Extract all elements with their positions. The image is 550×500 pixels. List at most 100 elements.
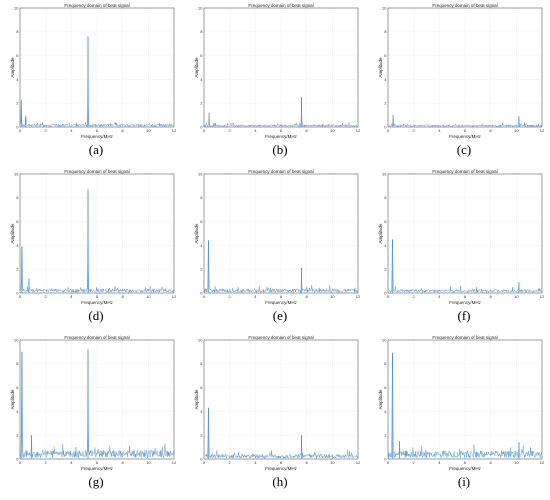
x-tick-label: 12 xyxy=(356,294,361,299)
x-axis-label: Frequency/MHz xyxy=(449,466,482,471)
x-tick-label: 10 xyxy=(146,128,151,133)
y-tick-label: 2 xyxy=(16,101,19,106)
x-tick-label: 10 xyxy=(146,460,151,465)
y-tick-label: 2 xyxy=(16,267,19,272)
y-tick-label: 8 xyxy=(16,29,19,34)
y-tick-label: 10 xyxy=(382,5,387,10)
x-tick-label: 10 xyxy=(330,294,335,299)
spectrum-series-b xyxy=(203,97,359,128)
y-tick-label: 4 xyxy=(16,243,19,248)
plot-frame xyxy=(203,173,359,294)
y-tick-label: 0 xyxy=(384,290,387,295)
x-tick-label: 0 xyxy=(387,128,390,133)
x-tick-label: 4 xyxy=(70,128,73,133)
chart-title-a: Frequency domain of beat signal xyxy=(64,3,129,8)
panel-caption-h: (h) xyxy=(272,474,288,489)
y-tick-label: 4 xyxy=(200,243,203,248)
x-tick-label: 4 xyxy=(254,460,257,465)
x-tick-label: 2 xyxy=(229,128,232,133)
x-tick-label: 10 xyxy=(514,460,519,465)
x-tick-label: 8 xyxy=(122,294,125,299)
x-axis-label: Frequency/MHz xyxy=(449,134,482,139)
chart-svg-c: Frequency domain of beat signal 0 2 4 6 8 10 12… xyxy=(378,3,545,139)
x-tick-label: 2 xyxy=(413,460,416,465)
x-tick-label: 0 xyxy=(387,460,390,465)
y-axis-label: Amplitude xyxy=(194,389,199,410)
y-tick-label: 10 xyxy=(14,171,19,176)
y-tick-label: 4 xyxy=(384,243,387,248)
chart-panel-i: Frequency domain of beat signal 0 2 4 6 8 10 12… xyxy=(378,334,548,500)
x-axis-label: Frequency/MHz xyxy=(449,300,482,305)
x-tick-label: 0 xyxy=(19,294,22,299)
x-tick-label: 6 xyxy=(280,294,283,299)
y-tick-label: 4 xyxy=(384,77,387,82)
x-tick-label: 8 xyxy=(306,294,309,299)
x-tick-label: 6 xyxy=(280,460,283,465)
y-tick-label: 6 xyxy=(384,53,387,58)
y-tick-label: 10 xyxy=(198,171,203,176)
panel-caption-e: (e) xyxy=(272,308,288,323)
x-tick-label: 6 xyxy=(96,294,99,299)
y-tick-label: 6 xyxy=(16,53,19,58)
x-tick-label: 0 xyxy=(203,128,206,133)
x-tick-label: 2 xyxy=(45,460,48,465)
y-tick-label: 8 xyxy=(16,195,19,200)
y-tick-label: 6 xyxy=(384,219,387,224)
plot-frame xyxy=(203,7,359,128)
spectrum-series-f xyxy=(387,239,543,294)
y-tick-label: 0 xyxy=(16,456,19,461)
x-axis-label: Frequency/MHz xyxy=(81,134,114,139)
y-tick-label: 10 xyxy=(198,5,203,10)
x-tick-label: 2 xyxy=(45,128,48,133)
chart-title-c: Frequency domain of beat signal xyxy=(432,3,497,8)
panel-caption-b: (b) xyxy=(272,142,288,157)
y-tick-label: 2 xyxy=(200,267,203,272)
plot-frame xyxy=(19,173,175,294)
x-tick-label: 0 xyxy=(387,294,390,299)
plot-frame xyxy=(19,7,175,128)
x-tick-label: 12 xyxy=(540,460,545,465)
spectrum-series-c xyxy=(387,115,543,128)
y-tick-label: 8 xyxy=(384,29,387,34)
x-tick-label: 10 xyxy=(514,294,519,299)
x-tick-label: 6 xyxy=(280,128,283,133)
chart-svg-b: Frequency domain of beat signal 0 2 4 6 8 10 12… xyxy=(194,3,361,139)
x-tick-label: 6 xyxy=(464,460,467,465)
x-tick-label: 12 xyxy=(356,128,361,133)
x-tick-label: 10 xyxy=(146,294,151,299)
plot-frame xyxy=(19,339,175,460)
panel-caption-i: (i) xyxy=(457,474,471,489)
y-tick-label: 2 xyxy=(200,101,203,106)
chart-svg-e: Frequency domain of beat signal 0 2 4 6 8 10 12… xyxy=(194,169,361,305)
spectrum-series-e xyxy=(203,240,359,294)
chart-svg-d: Frequency domain of beat signal 0 2 4 6 8 10 12… xyxy=(10,169,177,305)
y-tick-label: 2 xyxy=(16,433,19,438)
x-tick-label: 8 xyxy=(490,294,493,299)
panel-caption-f: (f) xyxy=(457,308,471,323)
x-tick-label: 8 xyxy=(490,460,493,465)
y-tick-label: 0 xyxy=(384,456,387,461)
plot-frame xyxy=(387,7,543,128)
chart-panel-e: Frequency domain of beat signal 0 2 4 6 8 10 12… xyxy=(194,168,364,334)
y-tick-label: 8 xyxy=(200,29,203,34)
y-tick-label: 10 xyxy=(382,171,387,176)
panel-caption-a: (a) xyxy=(88,142,104,157)
y-tick-label: 0 xyxy=(200,124,203,129)
plot-frame xyxy=(387,173,543,294)
x-tick-label: 4 xyxy=(438,128,441,133)
y-tick-label: 4 xyxy=(16,77,19,82)
x-tick-label: 2 xyxy=(229,294,232,299)
y-tick-label: 8 xyxy=(384,195,387,200)
x-tick-label: 2 xyxy=(229,460,232,465)
x-tick-label: 0 xyxy=(203,294,206,299)
y-tick-label: 8 xyxy=(200,361,203,366)
y-axis-label: Amplitude xyxy=(378,389,383,410)
y-tick-label: 6 xyxy=(384,385,387,390)
spectrum-series-h xyxy=(203,407,359,459)
y-tick-label: 6 xyxy=(200,385,203,390)
x-tick-label: 12 xyxy=(172,128,177,133)
x-tick-label: 8 xyxy=(122,128,125,133)
x-tick-label: 4 xyxy=(438,294,441,299)
x-axis-label: Frequency/MHz xyxy=(265,466,298,471)
